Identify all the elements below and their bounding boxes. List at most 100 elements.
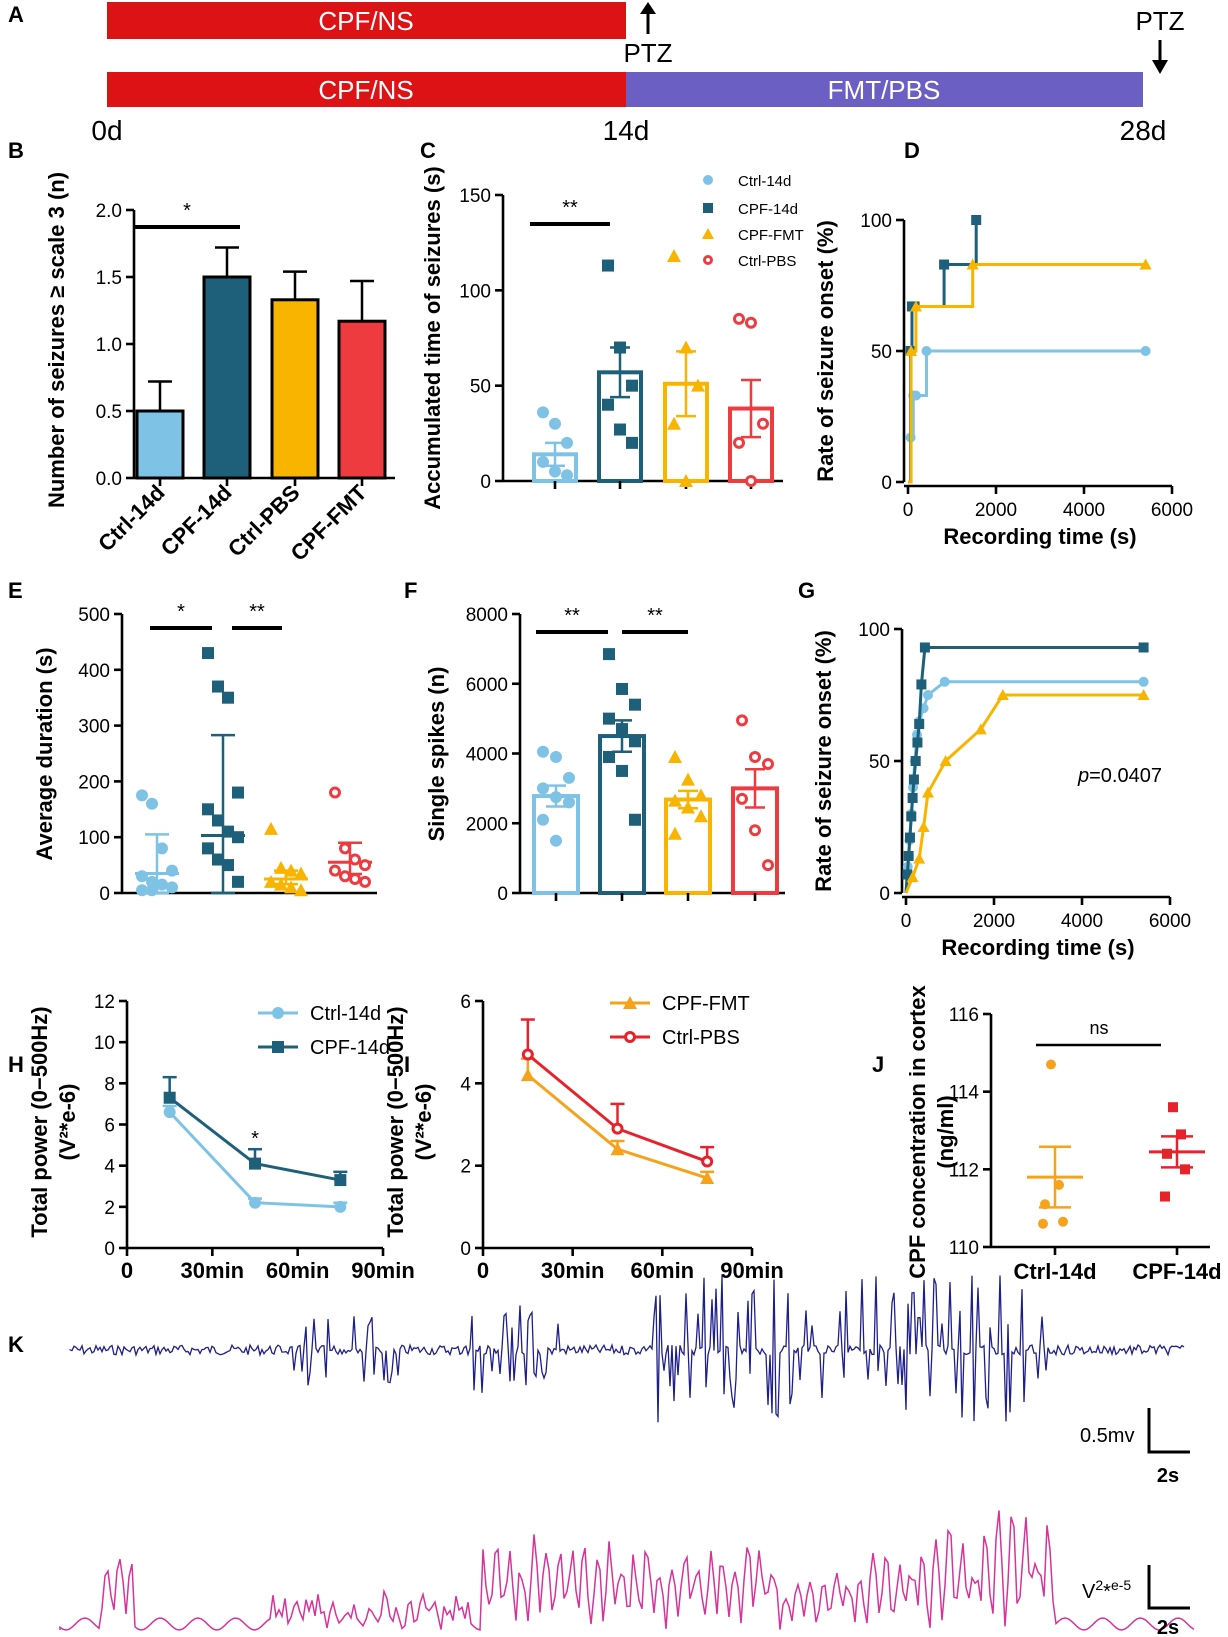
series-point	[922, 786, 934, 798]
x-tick-label: 4000	[1061, 911, 1103, 932]
data-point	[294, 883, 308, 897]
data-point	[1040, 1199, 1050, 1210]
data-point	[733, 436, 745, 449]
data-point	[264, 874, 278, 888]
y-tick-label: 2000	[466, 814, 508, 835]
data-point	[202, 842, 214, 855]
legend-label: CPF-FMT	[662, 993, 750, 1015]
series-point	[163, 1091, 176, 1104]
y-tick-label: 2	[104, 1198, 115, 1219]
data-point	[537, 745, 549, 758]
data-point	[668, 826, 682, 840]
data-point	[679, 340, 693, 354]
series-point	[1138, 676, 1149, 687]
series-point	[996, 689, 1009, 700]
y-tick-label: 200	[78, 772, 110, 793]
data-point	[626, 379, 638, 392]
y-tick-label: 100	[860, 211, 892, 232]
data-point	[1162, 1148, 1172, 1159]
bar-ctrl-pbs	[270, 298, 320, 480]
panel-letter-f: F	[404, 578, 417, 603]
data-point	[212, 853, 224, 866]
data-point	[136, 870, 148, 883]
y-tick-label: 1.5	[96, 268, 122, 289]
series-point	[904, 832, 915, 843]
data-point	[667, 416, 681, 430]
x-tick-label: CPF-14d	[156, 480, 237, 561]
data-point	[629, 698, 641, 711]
x-tick-label: 0	[901, 911, 912, 932]
data-point	[616, 723, 628, 736]
y-tick-label: 6	[104, 1116, 115, 1137]
data-point	[603, 712, 615, 725]
panel-d-chart: 0 50 100 Rate of seizure onset (%) 0 2000 4000…	[813, 211, 1193, 549]
series-point	[903, 851, 914, 862]
data-point	[550, 834, 562, 847]
panel-c-chart: 0 50 100 150 Accumulated time of seizures (s…	[420, 166, 804, 510]
legend-label: Ctrl-14d	[310, 1003, 381, 1025]
y-tick-label: 0.5	[96, 402, 122, 423]
p-value-annotation: p=0.0407	[1077, 765, 1162, 787]
y-tick-label: 0	[460, 1239, 471, 1260]
panel-k-eeg: 0.5mv 2s V2*e-5 2s	[59, 1275, 1195, 1637]
data-point	[136, 789, 148, 802]
legend-marker	[703, 203, 713, 213]
data-point	[1176, 1129, 1186, 1140]
series-point	[334, 1200, 347, 1213]
data-point	[550, 791, 562, 804]
data-point	[212, 680, 224, 693]
data-point	[749, 750, 761, 763]
series-point	[249, 1157, 261, 1170]
series-point	[919, 642, 930, 653]
y-tick-label: 116	[949, 1005, 979, 1026]
scale-bar-1	[1147, 1408, 1190, 1454]
data-point	[749, 824, 761, 837]
significance-label: *	[251, 1128, 259, 1150]
data-point	[1160, 1191, 1170, 1202]
series-point	[939, 259, 950, 270]
panel-a-timeline: A CPF/NS CPF/NS FMT/PBS PTZ PTZ 0d 14d 2…	[8, 2, 1185, 146]
data-point	[614, 423, 626, 436]
x-tick-label: 30min	[181, 1258, 245, 1283]
data-point	[146, 884, 158, 897]
data-point	[329, 786, 341, 799]
series-line-ctrl-14d	[904, 680, 1144, 894]
y-axis-label: Single spikes (n)	[424, 667, 449, 842]
data-point	[563, 771, 575, 784]
panel-letter-d: D	[904, 138, 920, 163]
data-point	[603, 750, 615, 763]
y-axis-label: Rate of seizure onset (%)	[813, 220, 838, 482]
panel-letter-i: I	[404, 1052, 410, 1077]
scale-label-voltage: 0.5mv	[1080, 1425, 1134, 1447]
y-tick-label: 0	[881, 473, 892, 494]
series-point	[1137, 689, 1150, 700]
y-tick-label: 2.0	[96, 201, 122, 222]
panel-g-chart: 0 50 100 Rate of seizure onset (%) 0 2000 4000…	[811, 620, 1191, 960]
data-point	[537, 782, 549, 795]
data-point	[691, 378, 705, 392]
power-trace	[59, 1510, 1195, 1632]
data-point	[274, 877, 288, 891]
series-point	[905, 345, 918, 356]
y-tick-label: 50	[869, 752, 890, 773]
data-point	[629, 735, 641, 748]
series-point	[974, 723, 987, 735]
x-tick-label: 90min	[720, 1258, 784, 1283]
data-point	[232, 786, 244, 799]
data-point	[629, 813, 641, 826]
series-point	[939, 755, 952, 766]
series-point	[923, 690, 933, 700]
data-point	[222, 859, 234, 872]
data-point	[626, 436, 638, 449]
scale-label-time-2: 2s	[1157, 1617, 1179, 1637]
data-point	[156, 842, 168, 855]
data-point	[561, 436, 573, 449]
y-tick-label: 110	[949, 1238, 979, 1259]
x-tick-label: 2000	[975, 500, 1017, 521]
y-tick-label: 4	[460, 1074, 471, 1095]
x-axis-label: Recording time (s)	[943, 524, 1136, 549]
y-tick-label: 50	[871, 342, 892, 363]
data-point	[202, 647, 214, 660]
